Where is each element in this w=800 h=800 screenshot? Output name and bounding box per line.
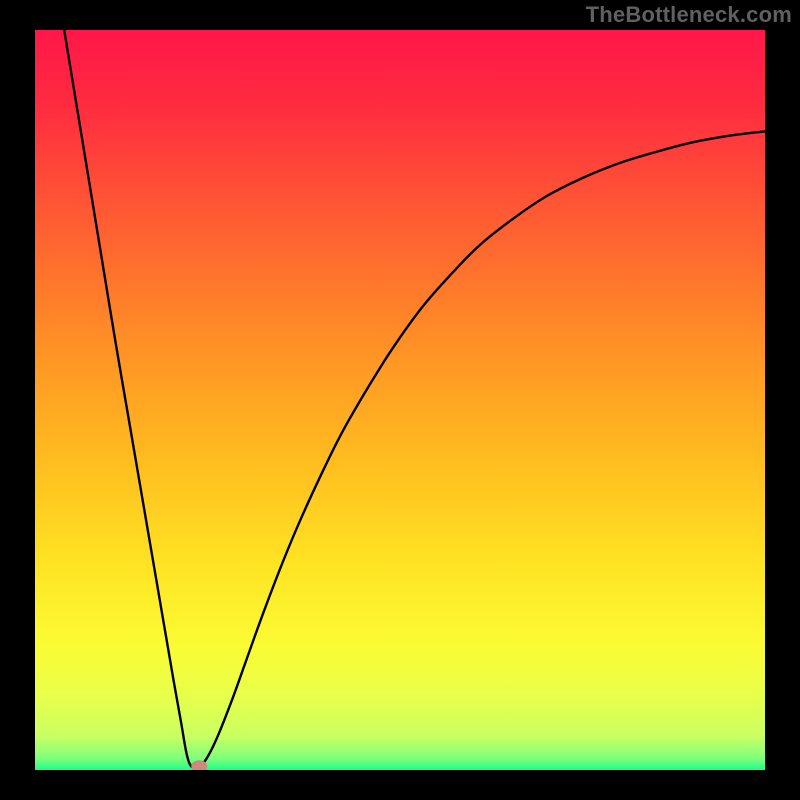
watermark-text: TheBottleneck.com [586,2,792,28]
plot-svg [35,30,765,770]
plot-area [35,30,765,770]
chart-stage: TheBottleneck.com [0,0,800,800]
gradient-background [35,30,765,770]
